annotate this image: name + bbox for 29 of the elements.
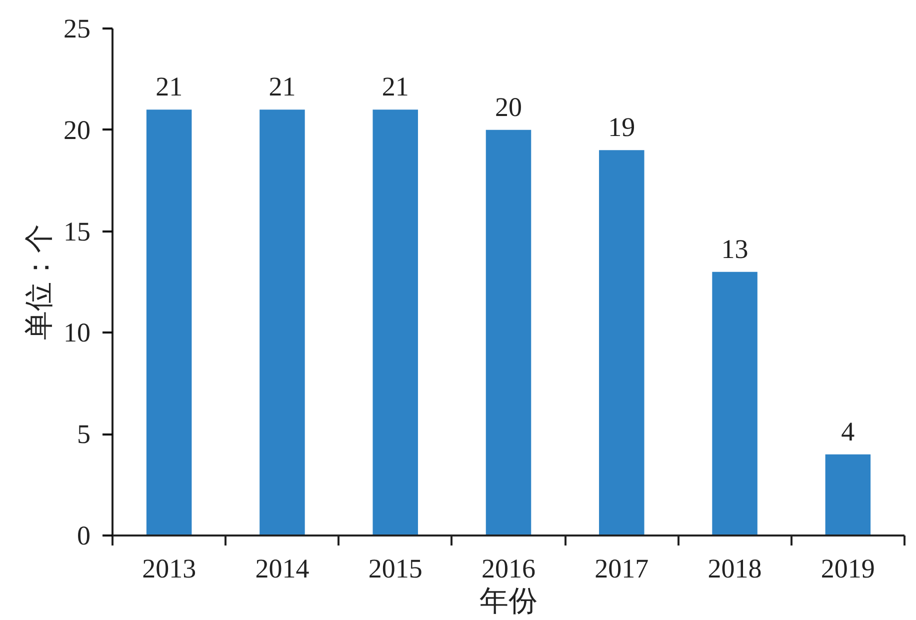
x-tick-label: 2015 — [368, 554, 422, 584]
y-tick-label: 15 — [64, 216, 90, 246]
y-tick-label: 0 — [77, 520, 90, 550]
x-tick-label: 2018 — [708, 554, 762, 584]
data-label: 13 — [721, 234, 748, 264]
x-tick-label: 2019 — [820, 554, 875, 584]
y-tick-label: 20 — [64, 114, 90, 145]
data-label: 19 — [608, 112, 636, 142]
x-tick-label: 2017 — [594, 554, 649, 584]
x-tick-label: 2013 — [142, 554, 196, 584]
bar — [372, 110, 418, 536]
bar — [260, 110, 305, 536]
y-axis-title: 单位：个 — [24, 224, 56, 340]
y-tick-label: 25 — [64, 14, 90, 44]
bar — [146, 110, 192, 536]
data-label: 4 — [841, 416, 856, 446]
x-tick-label: 2014 — [255, 554, 310, 584]
data-label: 21 — [382, 72, 409, 102]
y-tick-label: 10 — [64, 318, 90, 348]
data-label: 21 — [156, 72, 183, 102]
bar — [825, 454, 871, 536]
data-label: 20 — [495, 92, 522, 122]
y-tick-label: 5 — [77, 419, 90, 450]
bar — [599, 150, 644, 536]
x-tick-label: 2016 — [482, 554, 536, 584]
data-label: 21 — [268, 72, 296, 102]
bar — [712, 272, 758, 536]
x-axis-title: 年份 — [480, 586, 538, 618]
bar — [486, 130, 532, 536]
